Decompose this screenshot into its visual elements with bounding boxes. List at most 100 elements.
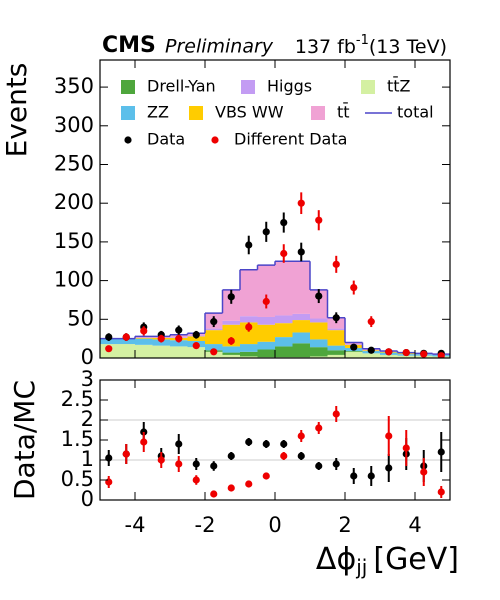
- data-point: [227, 484, 235, 492]
- y-tick-label: 0.5: [61, 467, 94, 491]
- stack-segment: [292, 313, 310, 321]
- data-point: [262, 440, 270, 448]
- stack-segment: [257, 324, 275, 342]
- data-point: [315, 424, 323, 432]
- stack-segment: [117, 338, 135, 345]
- data-point: [262, 472, 270, 480]
- data-point: [367, 318, 375, 326]
- data-point: [157, 335, 165, 343]
- data-point: [297, 248, 305, 256]
- stack-segment: [257, 316, 275, 325]
- stack-segment: [152, 345, 170, 358]
- stack-segment: [327, 354, 345, 358]
- stack-segment: [292, 261, 310, 314]
- legend-label: total: [397, 103, 434, 122]
- data-point: [245, 438, 253, 446]
- data-point: [210, 462, 218, 470]
- legend-swatch: [311, 106, 325, 120]
- stack-segment: [310, 356, 328, 358]
- y-tick-label: 0: [81, 345, 94, 369]
- data-point: [332, 410, 340, 418]
- data-point: [192, 460, 200, 468]
- data-point: [175, 440, 183, 448]
- data-point: [385, 348, 393, 356]
- lumi-energy: (13 TeV): [369, 36, 447, 58]
- x-tick-label: 0: [268, 513, 281, 537]
- stack-segment: [292, 343, 310, 358]
- data-point: [157, 456, 165, 464]
- legend-label: Data: [147, 130, 185, 149]
- stack-segment: [222, 346, 240, 353]
- legend-label: ZZ: [147, 103, 169, 122]
- stack-segment: [205, 344, 223, 351]
- data-point: [105, 345, 113, 353]
- stack-segment: [222, 354, 240, 358]
- ratio-y-axis-label: Data/MC: [8, 380, 41, 500]
- data-point: [210, 318, 218, 326]
- stack-segment: [310, 347, 328, 357]
- legend-swatch: [189, 106, 203, 120]
- x-label-symbol: Δϕ: [316, 542, 356, 577]
- stack-segment: [310, 322, 328, 340]
- stack-segment: [275, 315, 293, 324]
- data-point: [315, 216, 323, 224]
- experiment: CMS: [102, 33, 156, 58]
- stack-segment: [240, 356, 258, 358]
- data-point: [297, 432, 305, 440]
- data-point: [262, 228, 270, 236]
- stack-segment: [275, 346, 293, 358]
- x-tick-label: -2: [195, 513, 216, 537]
- stack-segment: [117, 344, 135, 358]
- data-point: [367, 346, 375, 354]
- y-tick-label: 150: [54, 229, 94, 253]
- lumi: 137 fb-1(13 TeV): [295, 33, 447, 58]
- y-tick-label: 350: [54, 74, 94, 98]
- data-point: [245, 480, 253, 488]
- y-axis-label: Events: [0, 63, 33, 158]
- stack-segment: [292, 332, 310, 344]
- data-point: [192, 342, 200, 350]
- data-point: [227, 337, 235, 345]
- data-point: [105, 454, 113, 462]
- y-tick-label: 50: [67, 306, 94, 330]
- data-point: [140, 438, 148, 446]
- data-point: [332, 314, 340, 322]
- stack-segment: [310, 289, 328, 319]
- data-point: [332, 460, 340, 468]
- y-tick-label: 1.5: [61, 427, 94, 451]
- data-point: [227, 293, 235, 301]
- data-point: [192, 476, 200, 484]
- legend-label: tt̄Z: [387, 77, 411, 96]
- data-point: [280, 452, 288, 460]
- data-point: [350, 343, 358, 351]
- data-point: [245, 241, 253, 249]
- stack-segment: [170, 340, 188, 347]
- data-point: [297, 452, 305, 460]
- data-point: [175, 326, 183, 334]
- legend-swatch: [121, 106, 135, 120]
- y-tick-label: 2: [81, 407, 94, 431]
- data-point: [437, 448, 445, 456]
- y-tick-label: 100: [54, 268, 94, 292]
- stack-segment: [222, 320, 240, 325]
- data-point: [280, 440, 288, 448]
- data-point: [280, 249, 288, 258]
- stack-segment: [327, 345, 345, 351]
- y-tick-label: 250: [54, 151, 94, 175]
- data-point: [402, 348, 410, 357]
- data-point: [175, 460, 183, 468]
- y-tick-label: 300: [54, 113, 94, 137]
- legend-swatch: [241, 80, 255, 94]
- data-point: [350, 283, 358, 292]
- x-tick-label: 2: [338, 513, 351, 537]
- stack-segment: [257, 349, 275, 358]
- data-point: [122, 450, 130, 458]
- data-point: [437, 352, 445, 358]
- plot-frame: [99, 59, 451, 359]
- stack-segment: [240, 316, 258, 323]
- y-tick-label: 1: [81, 447, 94, 471]
- data-point: [367, 472, 375, 480]
- stack-segment: [170, 346, 188, 358]
- stack-segment: [135, 338, 153, 345]
